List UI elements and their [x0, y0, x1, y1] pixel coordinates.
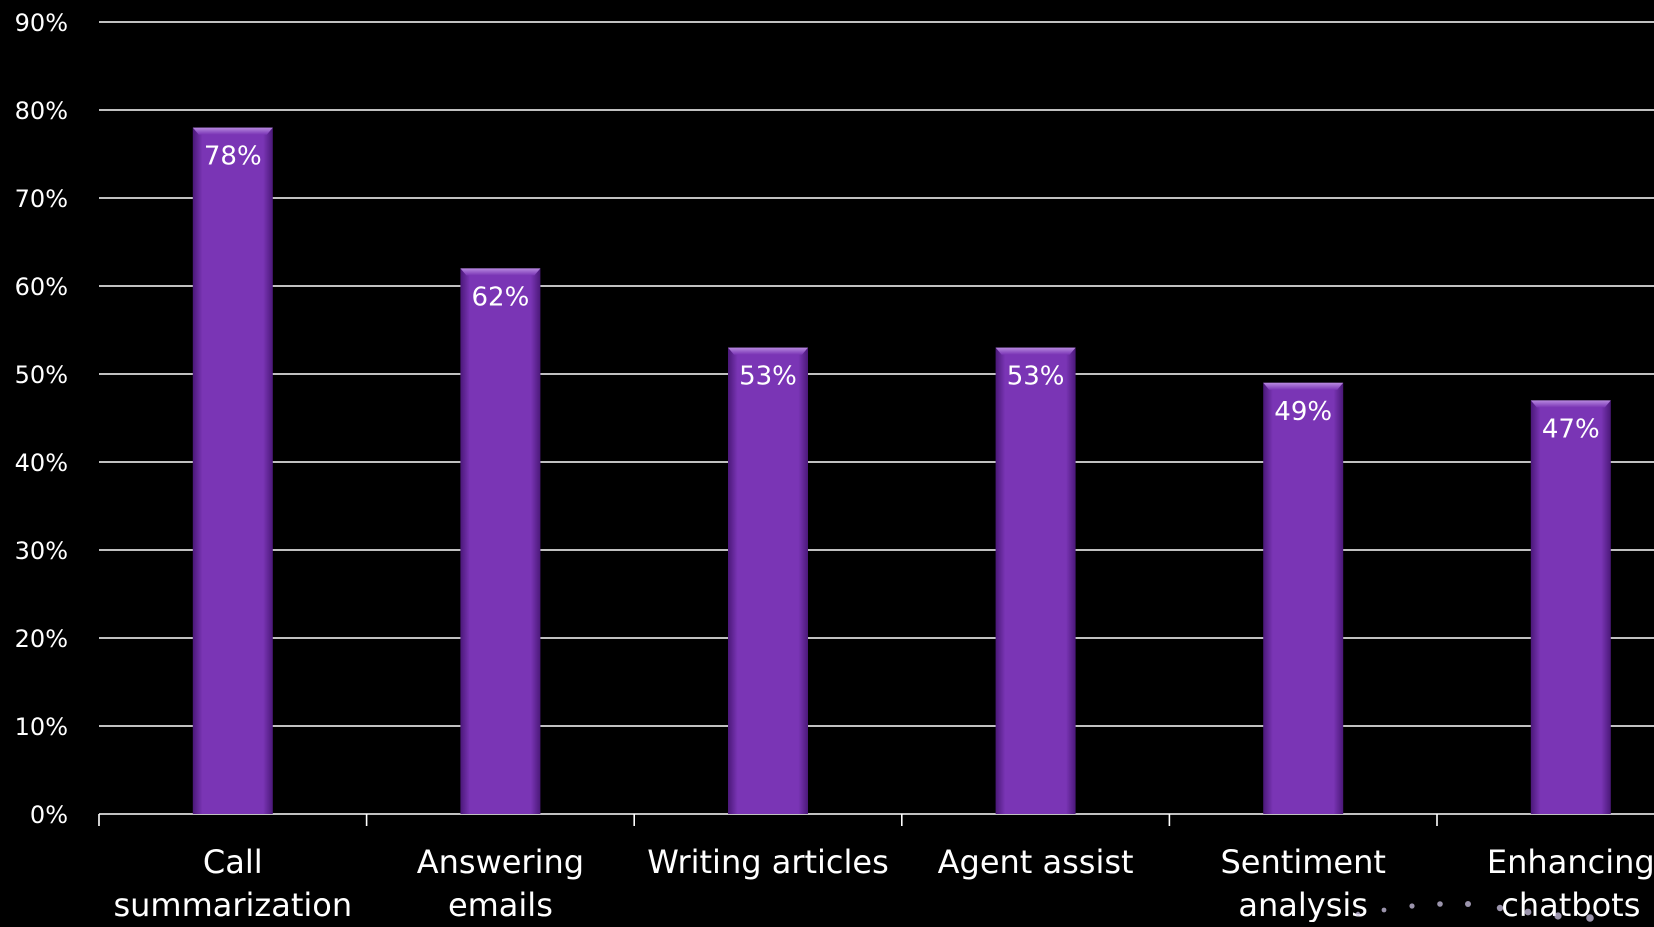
x-category-label: chatbots: [1501, 886, 1640, 922]
bar: [460, 268, 541, 814]
decorative-dot: [1355, 911, 1361, 917]
y-tick-label: 0%: [30, 801, 68, 829]
y-axis-tick-labels: 0% 10% 20% 30% 40% 50% 60% 70% 80% 90%: [15, 9, 68, 829]
data-label: 47%: [1542, 414, 1600, 444]
y-tick-label: 70%: [15, 185, 68, 213]
bar-group: 49%: [1263, 382, 1344, 814]
decorative-dots: [1355, 901, 1594, 922]
bar-top-bevel: [460, 268, 541, 276]
bar-top-bevel: [728, 347, 808, 355]
y-tick-label: 80%: [15, 97, 68, 125]
decorative-dot: [1437, 901, 1443, 907]
x-axis-category-labels: Call summarization Answering emails Writing …: [113, 843, 1654, 924]
bar-group: 47%: [1530, 400, 1611, 814]
bar-group: 53%: [728, 347, 808, 814]
y-tick-label: 60%: [15, 273, 68, 301]
decorative-dot: [1586, 914, 1594, 922]
bar: [995, 347, 1076, 814]
decorative-dot: [1409, 903, 1415, 909]
bar-top-bevel: [1263, 382, 1344, 390]
decorative-dot: [1524, 908, 1532, 916]
bar-group: 78%: [192, 127, 273, 815]
data-label: 49%: [1274, 397, 1332, 427]
bars: 78% 62% 53% 53% 49% 47%: [192, 127, 1611, 815]
decorative-dot: [1496, 904, 1504, 912]
bar-top-bevel: [192, 127, 273, 135]
gridlines: [99, 21, 1654, 727]
data-label: 78%: [204, 142, 262, 172]
data-label: 53%: [739, 362, 797, 392]
y-tick-label: 50%: [15, 361, 68, 389]
x-category-label: summarization: [113, 886, 352, 922]
y-tick-label: 20%: [15, 625, 68, 653]
bar-group: 62%: [460, 268, 541, 814]
y-tick-label: 90%: [15, 9, 68, 37]
bar: [192, 127, 273, 815]
x-category-label: Enhancing: [1487, 843, 1654, 881]
bar: [1530, 400, 1611, 814]
bar-group: 53%: [995, 347, 1076, 814]
data-label: 53%: [1007, 362, 1065, 392]
x-category-label: Writing articles: [647, 843, 889, 881]
decorative-dot: [1381, 907, 1387, 913]
y-tick-label: 30%: [15, 537, 68, 565]
data-label: 62%: [472, 282, 530, 312]
y-tick-label: 10%: [15, 713, 68, 741]
decorative-dot: [1465, 901, 1471, 907]
x-category-label: analysis: [1238, 886, 1368, 922]
bar-top-bevel: [995, 347, 1076, 355]
x-category-label: Sentiment: [1220, 843, 1385, 881]
bar: [1263, 382, 1344, 814]
y-tick-label: 40%: [15, 449, 68, 477]
x-axis: [98, 813, 1654, 826]
x-category-label: emails: [448, 886, 553, 922]
x-category-label: Call: [203, 843, 263, 881]
decorative-dot: [1554, 912, 1562, 920]
x-category-label: Answering: [417, 843, 584, 881]
bar-top-bevel: [1530, 400, 1611, 408]
x-category-label: Agent assist: [938, 843, 1134, 881]
bar: [728, 347, 808, 814]
